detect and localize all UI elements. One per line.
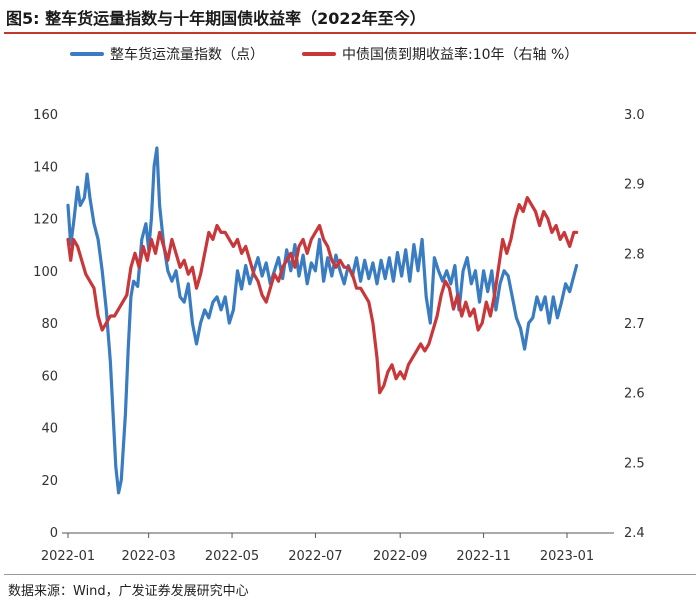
y-left-tick-label: 100 [33,265,58,280]
source-note: 数据来源：Wind，广发证券发展研究中心 [8,584,249,599]
legend-item-yield: 中债国债到期收益率:10年（右轴 %） [302,44,578,64]
legend-label-yield: 中债国债到期收益率:10年（右轴 %） [342,47,579,63]
y-left-tick-label: 60 [41,369,58,384]
series-line-bond-yield [66,196,579,395]
legend-swatch-freight [70,52,104,56]
y-left-tick-label: 120 [33,213,58,228]
y-left-tick-label: 80 [41,317,58,332]
y-left-tick-label: 140 [33,160,58,175]
y-left-tick-label: 160 [33,108,58,123]
y-right-tick-label: 2.4 [624,526,645,541]
legend-label-freight: 整车货运流量指数（点） [110,47,264,63]
y-left-tick-label: 20 [41,474,58,489]
legend-item-freight: 整车货运流量指数（点） [70,44,264,64]
x-tick-label: 2022-07 [288,549,342,564]
x-tick-label: 2022-11 [456,549,510,564]
y-right-tick-label: 2.5 [624,456,645,471]
title-underline [4,32,696,34]
y-right-tick-label: 3.0 [624,108,645,123]
x-tick-label: 2023-01 [540,549,594,564]
y-right-tick-label: 2.9 [624,178,645,193]
series-line-freight-index [66,146,579,495]
y-right-tick-label: 2.8 [624,247,645,262]
chart-title: 图5: 整车货运量指数与十年期国债收益率（2022年至今） [6,9,426,28]
x-tick-label: 2022-03 [121,549,175,564]
source-divider [4,574,696,575]
legend-swatch-yield [302,52,336,56]
y-right-tick-label: 2.6 [624,387,645,402]
legend: 整车货运流量指数（点） 中债国债到期收益率:10年（右轴 %） [0,44,700,68]
y-left-tick-label: 0 [50,526,58,541]
x-tick-label: 2022-01 [41,549,95,564]
x-tick-label: 2022-05 [205,549,259,564]
y-right-tick-label: 2.7 [624,317,645,332]
y-left-tick-label: 40 [41,422,58,437]
x-tick-label: 2022-09 [373,549,427,564]
